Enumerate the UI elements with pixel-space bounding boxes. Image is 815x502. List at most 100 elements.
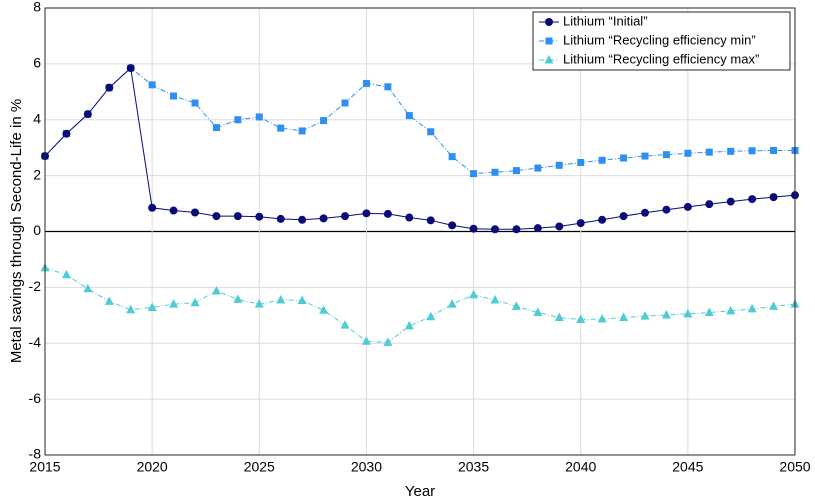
- marker: [726, 305, 736, 315]
- marker: [298, 215, 307, 224]
- marker: [255, 113, 263, 121]
- marker: [683, 202, 692, 211]
- marker: [684, 149, 692, 157]
- marker: [511, 301, 521, 310]
- marker: [447, 299, 457, 308]
- marker: [147, 302, 157, 311]
- marker: [747, 303, 757, 313]
- x-tick-label: 2040: [565, 459, 596, 475]
- marker: [512, 225, 521, 234]
- legend-label: Lithium “Recycling efficiency max”: [563, 51, 759, 66]
- marker: [555, 161, 563, 169]
- y-tick-label: -8: [29, 446, 42, 462]
- marker: [83, 110, 92, 119]
- marker: [448, 153, 456, 161]
- marker: [705, 148, 713, 156]
- x-tick-label: 2030: [351, 459, 382, 475]
- marker: [770, 146, 778, 154]
- marker: [426, 216, 435, 225]
- marker: [61, 269, 71, 279]
- marker: [126, 64, 135, 73]
- y-axis-label: Metal savings through Second-Life in %: [8, 99, 25, 363]
- marker: [662, 205, 671, 214]
- y-tick-label: -2: [29, 278, 42, 294]
- marker: [769, 193, 778, 202]
- x-tick-label: 2020: [137, 459, 168, 475]
- marker: [105, 83, 114, 92]
- marker: [533, 224, 542, 233]
- marker: [233, 294, 243, 303]
- marker: [191, 99, 199, 107]
- marker: [190, 297, 200, 307]
- marker: [383, 209, 392, 218]
- marker: [233, 212, 242, 221]
- marker: [320, 117, 328, 125]
- marker: [661, 310, 671, 319]
- marker: [683, 308, 693, 318]
- y-tick-label: 6: [33, 55, 41, 71]
- marker: [598, 215, 607, 224]
- marker: [405, 213, 414, 222]
- marker: [448, 221, 457, 230]
- marker: [148, 203, 157, 212]
- y-tick-label: 4: [33, 110, 41, 126]
- marker: [384, 83, 392, 91]
- marker: [545, 18, 553, 26]
- marker: [319, 214, 328, 223]
- marker: [277, 124, 285, 132]
- marker: [748, 147, 756, 155]
- marker: [597, 313, 607, 323]
- marker: [405, 112, 413, 120]
- marker: [491, 225, 499, 234]
- marker: [427, 128, 435, 136]
- marker: [619, 312, 629, 322]
- marker: [577, 158, 585, 166]
- x-tick-label: 2045: [672, 459, 703, 475]
- x-tick-label: 2015: [29, 459, 60, 475]
- y-tick-label: 8: [33, 0, 41, 15]
- marker: [383, 337, 393, 346]
- marker: [555, 222, 564, 231]
- x-tick-label: 2050: [779, 459, 810, 475]
- marker: [404, 320, 414, 330]
- marker: [104, 296, 114, 305]
- marker: [169, 206, 178, 215]
- marker: [705, 200, 714, 209]
- legend-label: Lithium “Initial”: [563, 13, 648, 28]
- marker: [169, 299, 179, 308]
- marker: [769, 301, 779, 310]
- marker: [126, 304, 136, 314]
- marker: [748, 195, 757, 204]
- marker: [212, 124, 220, 132]
- marker: [234, 116, 242, 124]
- marker: [62, 129, 71, 138]
- marker: [640, 311, 650, 320]
- marker: [341, 99, 349, 107]
- marker: [276, 214, 285, 223]
- marker: [533, 307, 543, 317]
- axes-box: [44, 7, 796, 456]
- y-tick-label: 0: [33, 222, 41, 238]
- marker: [211, 286, 221, 295]
- marker: [491, 168, 499, 176]
- y-tick-label: -6: [29, 390, 42, 406]
- marker: [254, 299, 264, 308]
- marker: [191, 208, 199, 217]
- marker: [298, 127, 306, 135]
- marker: [297, 295, 307, 305]
- marker: [576, 314, 586, 324]
- marker: [469, 224, 478, 233]
- marker: [469, 289, 479, 299]
- marker: [598, 156, 606, 164]
- marker: [341, 212, 349, 221]
- marker: [362, 209, 371, 218]
- y-tick-label: 2: [33, 166, 41, 182]
- marker: [212, 212, 221, 221]
- marker: [619, 212, 628, 221]
- marker: [170, 92, 178, 100]
- marker: [276, 294, 286, 304]
- marker: [641, 208, 649, 217]
- marker: [545, 37, 553, 45]
- marker: [512, 167, 520, 175]
- marker: [704, 307, 714, 317]
